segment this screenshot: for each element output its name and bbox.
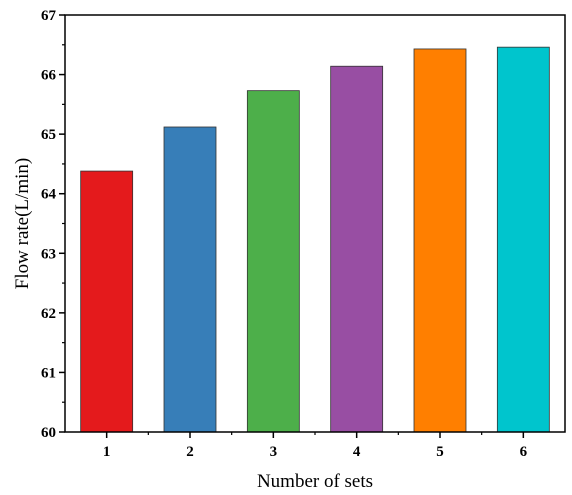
x-tick-label: 1: [103, 444, 111, 460]
x-tick-label: 6: [520, 444, 528, 460]
x-axis-title: Number of sets: [257, 471, 373, 492]
x-tick-label: 2: [186, 444, 194, 460]
y-tick-label: 64: [41, 187, 57, 203]
x-tick-label: 4: [353, 444, 361, 460]
y-tick-label: 63: [41, 246, 56, 262]
x-ticks-group: 1 2 3 4 5 6: [103, 432, 528, 460]
bar-6: [496, 46, 550, 433]
y-tick-label: 65: [41, 127, 56, 143]
y-ticks-group: 60 61 62 63 64 65 66 67: [41, 8, 65, 441]
bars-group: [80, 46, 550, 433]
bar-1: [80, 170, 134, 433]
x-tick-label: 3: [270, 444, 278, 460]
plot-frame: [64, 14, 566, 433]
x-tick-label: 5: [436, 444, 444, 460]
y-tick-label: 67: [41, 8, 57, 24]
y-tick-label: 66: [41, 68, 57, 84]
y-tick-label: 62: [41, 306, 56, 322]
bar-2: [163, 126, 217, 433]
bar-3: [246, 90, 300, 433]
y-tick-label: 61: [41, 365, 56, 381]
bar-5: [413, 48, 467, 433]
bar-4: [330, 65, 384, 433]
y-tick-label: 60: [41, 425, 56, 441]
y-axis-title: Flow rate(L/min): [12, 158, 33, 289]
